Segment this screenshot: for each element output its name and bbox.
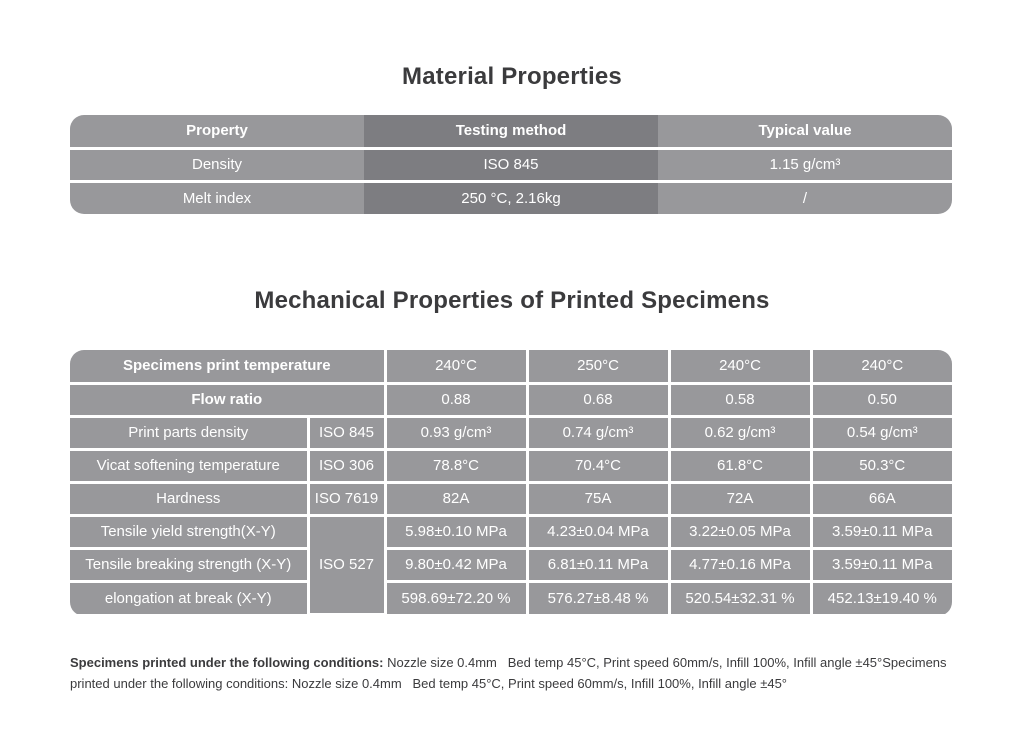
row-label: Tensile breaking strength (X-Y) <box>70 546 310 583</box>
cell-value: 0.93 g/cm³ <box>383 414 529 451</box>
table-row-tensile-yield: Tensile yield strength(X-Y) ISO 527 5.98… <box>70 513 952 616</box>
cell-value: 3.59±0.11 MPa <box>809 513 952 550</box>
table-row-flow-ratio: Flow ratio 0.88 0.68 0.58 0.50 <box>70 381 952 418</box>
table-row-elongation: elongation at break (X-Y) 598.69±72.20 %… <box>70 579 952 614</box>
cell-value: 0.88 <box>383 381 529 418</box>
cell-standard-iso527: ISO 527 <box>306 513 387 616</box>
cell-value: 0.74 g/cm³ <box>525 414 671 451</box>
cell-value: 4.23±0.04 MPa <box>525 513 671 550</box>
cell-value: 0.54 g/cm³ <box>809 414 952 451</box>
cell-value: 50.3°C <box>809 447 952 484</box>
cell-value: 520.54±32.31 % <box>667 579 813 614</box>
row-label: Print parts density <box>70 414 310 451</box>
header-property: Property <box>70 115 364 150</box>
mechanical-properties-title: Mechanical Properties of Printed Specime… <box>254 287 770 314</box>
cell-property: Melt index <box>70 181 364 214</box>
cell-standard: ISO 7619 <box>306 480 387 517</box>
cell-value: 78.8°C <box>383 447 529 484</box>
table-row-print-temperature: Specimens print temperature 240°C 250°C … <box>70 350 952 385</box>
cell-value: 5.98±0.10 MPa <box>383 513 529 550</box>
print-conditions-text: Nozzle size 0.4mm Bed temp 45°C, Print s… <box>70 655 951 691</box>
row-label-print-temperature: Specimens print temperature <box>70 350 387 385</box>
row-label: elongation at break (X-Y) <box>70 579 310 614</box>
cell-method: ISO 845 <box>364 148 658 183</box>
cell-value: 452.13±19.40 % <box>809 579 952 614</box>
cell-value: 4.77±0.16 MPa <box>667 546 813 583</box>
cell-property: Density <box>70 148 364 183</box>
cell-value: 1.15 g/cm³ <box>658 148 952 183</box>
material-properties-title: Material Properties <box>402 63 622 90</box>
table-header-row: Property Testing method Typical value <box>70 115 952 150</box>
material-properties-table: Property Testing method Typical value De… <box>70 115 952 214</box>
cell-value: 70.4°C <box>525 447 671 484</box>
row-label: Vicat softening temperature <box>70 447 310 484</box>
cell-value: 72A <box>667 480 813 517</box>
cell-value: 240°C <box>667 350 813 385</box>
row-label: Hardness <box>70 480 310 517</box>
cell-value: 75A <box>525 480 671 517</box>
cell-value: 3.59±0.11 MPa <box>809 546 952 583</box>
cell-method: 250 °C, 2.16kg <box>364 181 658 214</box>
print-conditions-label: Specimens printed under the following co… <box>70 655 384 670</box>
cell-value: 240°C <box>383 350 529 385</box>
cell-value: 240°C <box>809 350 952 385</box>
cell-value: 0.58 <box>667 381 813 418</box>
row-label: Tensile yield strength(X-Y) <box>70 513 310 550</box>
header-typical-value: Typical value <box>658 115 952 150</box>
cell-value: 66A <box>809 480 952 517</box>
table-row-hardness: Hardness ISO 7619 82A 75A 72A 66A <box>70 480 952 517</box>
cell-value: 0.50 <box>809 381 952 418</box>
cell-standard: ISO 845 <box>306 414 387 451</box>
cell-value: 0.68 <box>525 381 671 418</box>
mechanical-properties-table: Specimens print temperature 240°C 250°C … <box>70 350 952 616</box>
cell-value: / <box>658 181 952 214</box>
cell-value: 3.22±0.05 MPa <box>667 513 813 550</box>
table-row-tensile-breaking: Tensile breaking strength (X-Y) 9.80±0.4… <box>70 546 952 583</box>
table-row-vicat-softening: Vicat softening temperature ISO 306 78.8… <box>70 447 952 484</box>
table-row-density: Density ISO 845 1.15 g/cm³ <box>70 148 952 183</box>
cell-value: 0.62 g/cm³ <box>667 414 813 451</box>
header-testing-method: Testing method <box>364 115 658 150</box>
cell-standard: ISO 306 <box>306 447 387 484</box>
cell-value: 9.80±0.42 MPa <box>383 546 529 583</box>
print-conditions-note: Specimens printed under the following co… <box>70 652 954 694</box>
cell-value: 61.8°C <box>667 447 813 484</box>
cell-value: 82A <box>383 480 529 517</box>
cell-value: 6.81±0.11 MPa <box>525 546 671 583</box>
cell-value: 576.27±8.48 % <box>525 579 671 614</box>
row-label-flow-ratio: Flow ratio <box>70 381 387 418</box>
cell-value: 250°C <box>525 350 671 385</box>
cell-value: 598.69±72.20 % <box>383 579 529 614</box>
table-row-print-parts-density: Print parts density ISO 845 0.93 g/cm³ 0… <box>70 414 952 451</box>
table-row-melt-index: Melt index 250 °C, 2.16kg / <box>70 181 952 214</box>
